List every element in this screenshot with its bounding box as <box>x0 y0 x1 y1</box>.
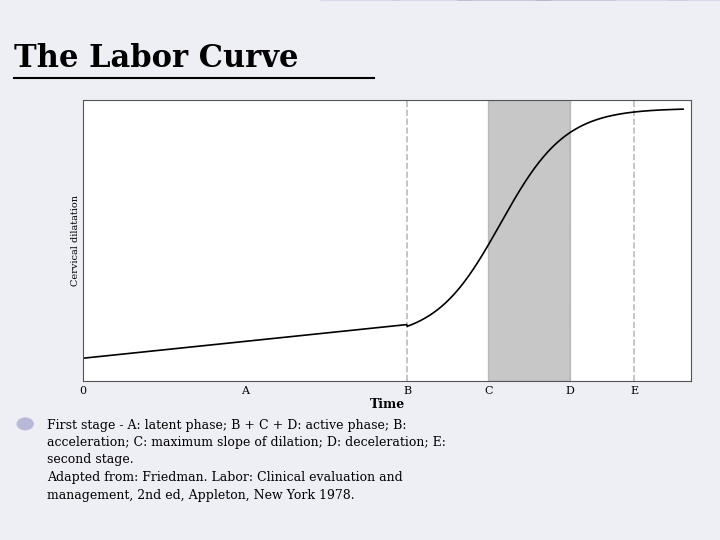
Text: The Labor Curve: The Labor Curve <box>14 43 299 74</box>
Y-axis label: Cervical dilatation: Cervical dilatation <box>71 195 80 286</box>
Text: First stage - A: latent phase; B + C + D: active phase; B:
acceleration; C: maxi: First stage - A: latent phase; B + C + D… <box>47 418 446 502</box>
X-axis label: Time: Time <box>369 399 405 411</box>
Bar <box>488 100 570 381</box>
